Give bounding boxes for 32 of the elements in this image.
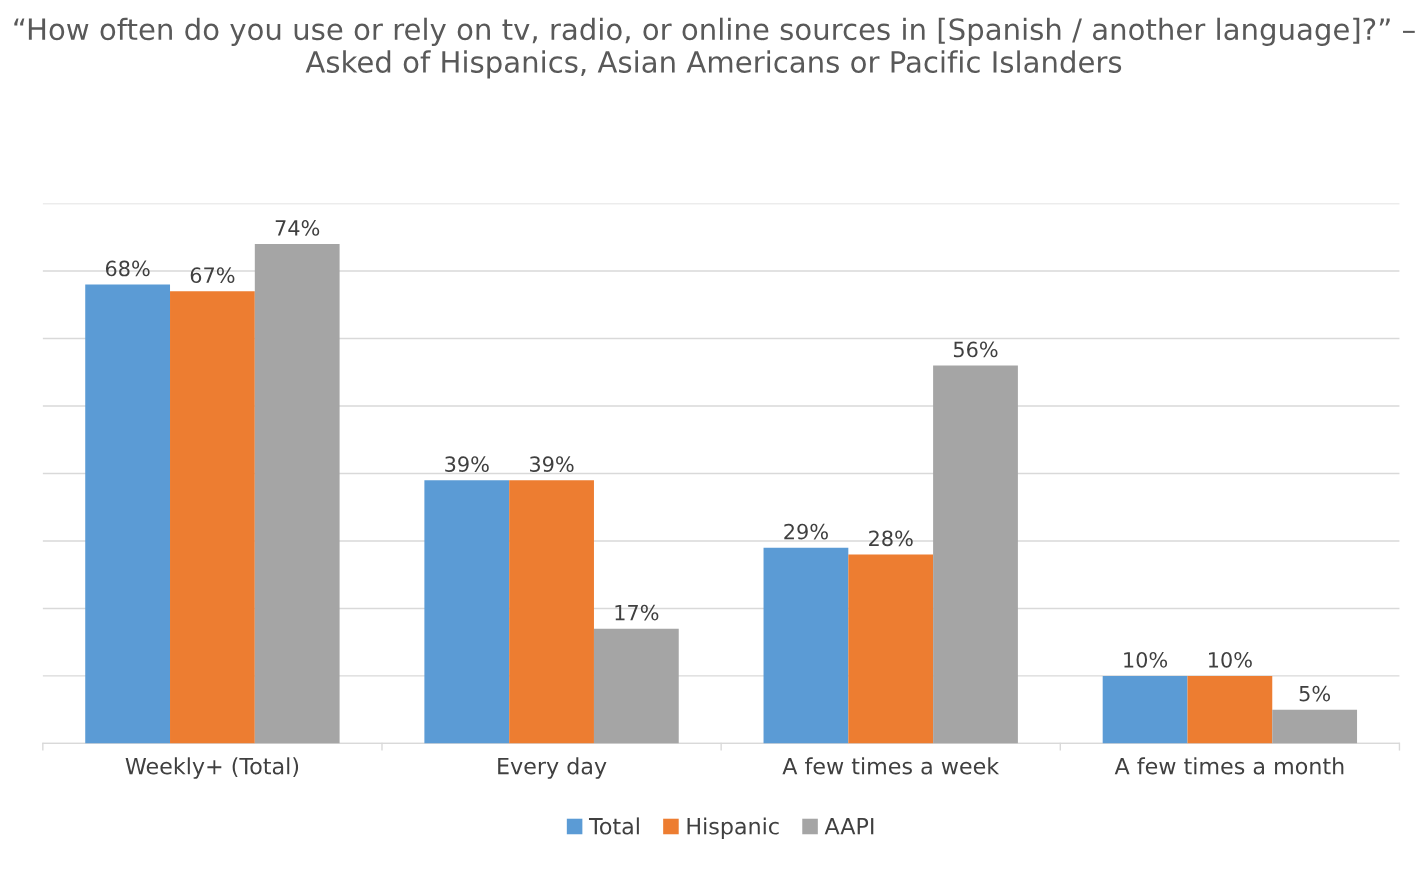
bar xyxy=(848,554,934,744)
data-label: 74% xyxy=(275,220,320,236)
bar xyxy=(593,628,679,744)
x-tick-label: A few times a week xyxy=(782,757,1000,775)
bar xyxy=(1272,709,1358,744)
data-label: 67% xyxy=(190,267,235,284)
legend-label: Hispanic xyxy=(687,817,779,839)
bar xyxy=(254,244,340,744)
data-label: 10% xyxy=(1124,651,1168,668)
data-label: 68% xyxy=(105,260,150,277)
bar xyxy=(1187,675,1273,744)
data-label: 17% xyxy=(615,604,659,621)
x-tick-label: A few times a month xyxy=(1114,757,1344,775)
legend-label: Total xyxy=(588,817,639,835)
bar xyxy=(509,480,594,744)
data-label: 56% xyxy=(953,341,998,358)
data-label: 39% xyxy=(530,456,574,473)
data-label: 29% xyxy=(784,523,828,540)
bar xyxy=(85,284,171,744)
data-label: 39% xyxy=(445,456,489,473)
bar xyxy=(424,480,510,744)
bar xyxy=(170,291,255,744)
legend-label: AAPI xyxy=(824,818,874,835)
chart-title: “How often do you use or rely on tv, radio, or online sources in [Spanish / another language]?” – Asked of Hispanics, Asian Americans or Pacific Islanders xyxy=(14,17,1415,79)
data-label: 28% xyxy=(869,530,913,547)
data-label: 10% xyxy=(1209,651,1252,668)
x-tick-label: Weekly+ (Total) xyxy=(125,757,299,779)
bar xyxy=(1102,675,1188,744)
bar xyxy=(933,365,1018,744)
data-label: 5% xyxy=(1299,685,1331,702)
bar xyxy=(763,547,849,744)
x-tick-label: Every day xyxy=(498,757,607,779)
